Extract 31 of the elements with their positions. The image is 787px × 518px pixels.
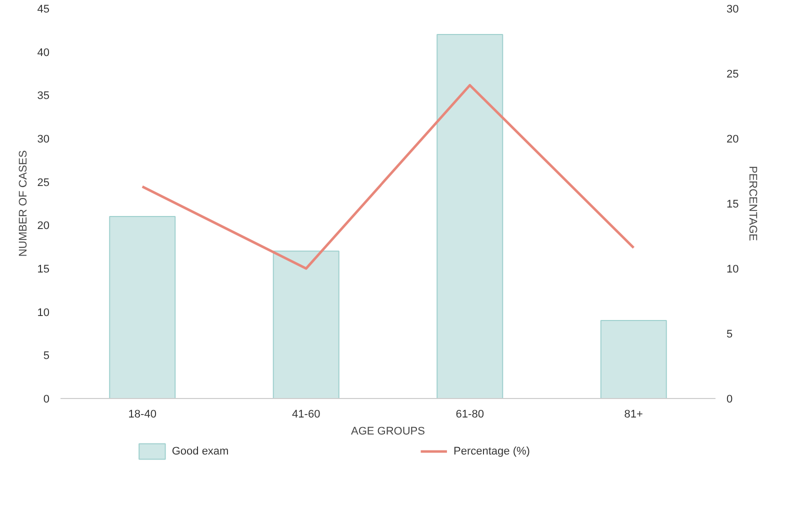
y2-tick-label: 10 [726, 264, 739, 276]
y-tick-label: 20 [37, 220, 50, 232]
legend-label: Percentage (%) [454, 446, 530, 458]
y-tick-label: 5 [43, 350, 50, 362]
line-series [141, 84, 635, 270]
y2-tick-label: 30 [726, 4, 739, 16]
y2-tick-label: 15 [726, 198, 739, 210]
x-tick-label: 41-60 [292, 408, 320, 420]
y-tick-label: 45 [37, 4, 50, 16]
y-tick-label: 40 [37, 46, 50, 59]
y2-tick-label: 20 [726, 134, 739, 146]
y-tick-label: 30 [37, 134, 50, 146]
y2-tick-label: 25 [726, 68, 739, 80]
bar [109, 216, 176, 398]
y-tick-label: 25 [37, 176, 50, 189]
x-axis-title: AGE GROUPS [351, 426, 425, 438]
x-tick-label: 81+ [624, 408, 643, 420]
x-tick-label: 61-80 [456, 408, 484, 420]
bar [600, 320, 667, 398]
x-tick-label: 18-40 [128, 408, 156, 420]
y2-tick-label: 5 [726, 328, 733, 340]
bar [436, 34, 504, 398]
y-tick-label: 10 [37, 306, 50, 319]
y2-axis-title: PERCENTAGE [746, 166, 759, 241]
y-tick-label: 0 [43, 394, 50, 406]
legend-label: Good exam [172, 446, 229, 458]
y2-tick-label: 0 [726, 394, 733, 406]
y-tick-label: 15 [37, 264, 50, 276]
y-axis-title: NUMBER OF CASES [17, 150, 30, 257]
y-tick-label: 35 [37, 90, 50, 102]
bar [272, 250, 340, 398]
